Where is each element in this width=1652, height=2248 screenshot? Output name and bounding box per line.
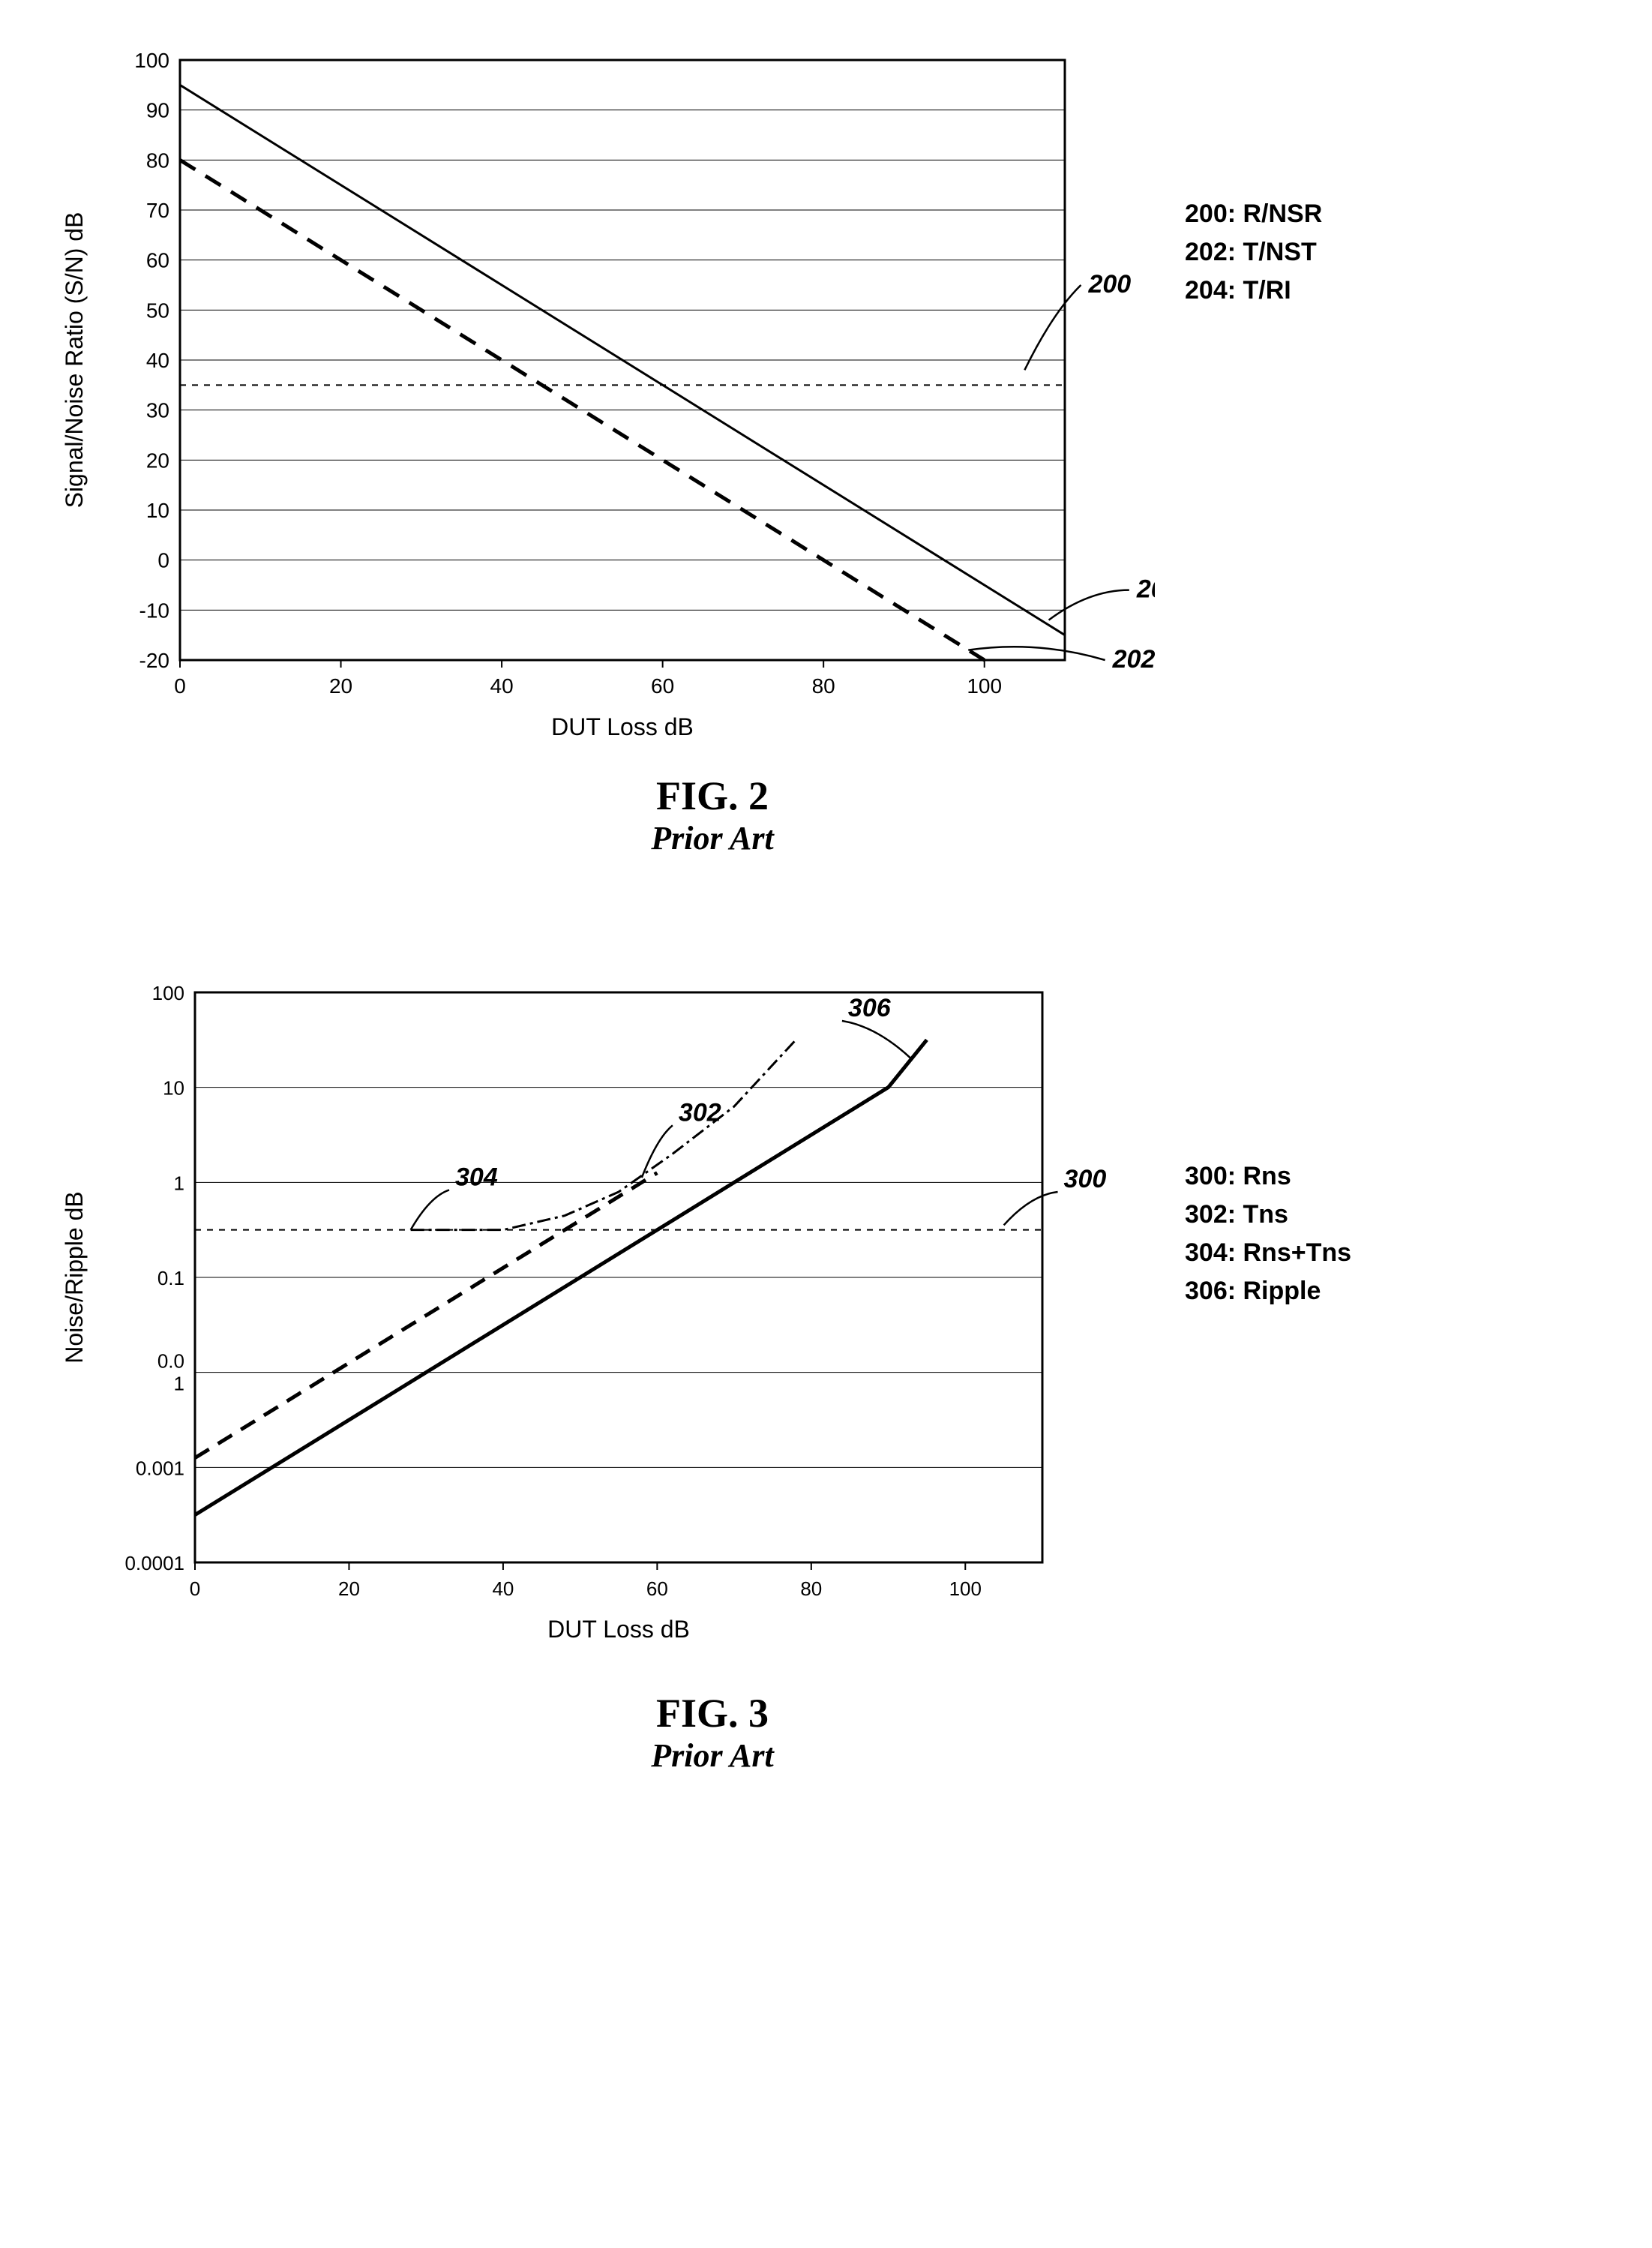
fig3-legend-302: 302: Tns	[1185, 1196, 1351, 1234]
svg-text:100: 100	[152, 982, 184, 1004]
svg-text:30: 30	[146, 399, 169, 422]
svg-text:306: 306	[848, 994, 892, 1022]
svg-text:302: 302	[679, 1098, 721, 1127]
svg-text:DUT Loss dB: DUT Loss dB	[547, 1616, 690, 1643]
svg-text:DUT Loss dB: DUT Loss dB	[551, 713, 694, 740]
figure-3: 0.00010.0010.010.1110100020406080100DUT …	[30, 962, 1622, 1775]
fig2-legend: 200: R/NSR 202: T/NST 204: T/RI	[1155, 30, 1322, 310]
svg-text:Noise/Ripple dB: Noise/Ripple dB	[61, 1191, 88, 1363]
figure-2: -20 -10 0 10 20 30 40 50 60 70 80 90 100 0 20 40 60 80 100…	[30, 30, 1622, 857]
fig3-subtitle: Prior Art	[270, 1736, 1155, 1775]
svg-text:60: 60	[651, 674, 674, 698]
fig3-legend-304: 304: Rns+Tns	[1185, 1234, 1351, 1272]
fig3-legend-300: 300: Rns	[1185, 1157, 1351, 1196]
fig2-legend-202: 202: T/NST	[1185, 233, 1322, 272]
svg-text:0.0001: 0.0001	[124, 1552, 184, 1574]
svg-text:202: 202	[1112, 645, 1155, 674]
svg-text:10: 10	[163, 1077, 184, 1100]
svg-text:50: 50	[146, 299, 169, 322]
svg-text:204: 204	[1136, 575, 1155, 604]
svg-text:300: 300	[1064, 1165, 1107, 1193]
svg-text:40: 40	[146, 349, 169, 372]
svg-text:20: 20	[146, 449, 169, 472]
svg-text:Signal/Noise Ratio (S/N) dB: Signal/Noise Ratio (S/N) dB	[61, 212, 88, 509]
svg-text:0: 0	[157, 549, 169, 572]
svg-text:80: 80	[812, 674, 835, 698]
svg-text:200: 200	[1087, 270, 1131, 299]
svg-text:-10: -10	[139, 599, 169, 622]
svg-text:60: 60	[146, 249, 169, 272]
fig3-chart-column: 0.00010.0010.010.1110100020406080100DUT …	[30, 962, 1155, 1775]
svg-text:80: 80	[800, 1577, 822, 1600]
svg-text:100: 100	[967, 674, 1002, 698]
svg-text:0: 0	[190, 1577, 200, 1600]
fig2-chart-column: -20 -10 0 10 20 30 40 50 60 70 80 90 100 0 20 40 60 80 100…	[30, 30, 1155, 857]
fig2-legend-200: 200: R/NSR	[1185, 195, 1322, 233]
fig3-chart: 0.00010.0010.010.1110100020406080100DUT …	[30, 962, 1155, 1682]
svg-text:0.1: 0.1	[157, 1267, 184, 1289]
svg-text:304: 304	[455, 1163, 498, 1191]
svg-text:20: 20	[329, 674, 352, 698]
fig2-title: FIG. 2	[270, 773, 1155, 819]
svg-text:70: 70	[146, 199, 169, 222]
svg-text:0: 0	[174, 674, 186, 698]
svg-text:20: 20	[338, 1577, 360, 1600]
fig3-title: FIG. 3	[270, 1690, 1155, 1736]
svg-text:80: 80	[146, 149, 169, 172]
fig2-legend-204: 204: T/RI	[1185, 272, 1322, 310]
svg-text:-20: -20	[139, 649, 169, 672]
svg-text:10: 10	[146, 499, 169, 522]
svg-text:0.001: 0.001	[136, 1457, 184, 1479]
fig3-legend-306: 306: Ripple	[1185, 1272, 1351, 1310]
svg-text:1: 1	[174, 1373, 184, 1395]
svg-text:40: 40	[492, 1577, 514, 1600]
svg-text:0.0: 0.0	[157, 1350, 184, 1373]
fig3-caption: FIG. 3 Prior Art	[30, 1690, 1155, 1775]
svg-text:40: 40	[490, 674, 514, 698]
svg-text:100: 100	[134, 49, 169, 72]
fig2-chart: -20 -10 0 10 20 30 40 50 60 70 80 90 100 0 20 40 60 80 100…	[30, 30, 1155, 765]
fig2-subtitle: Prior Art	[270, 819, 1155, 857]
svg-text:90: 90	[146, 99, 169, 122]
fig2-caption: FIG. 2 Prior Art	[30, 773, 1155, 857]
svg-text:60: 60	[646, 1577, 668, 1600]
fig3-legend: 300: Rns 302: Tns 304: Rns+Tns 306: Ripp…	[1155, 962, 1351, 1310]
svg-text:1: 1	[174, 1172, 184, 1194]
svg-text:100: 100	[949, 1577, 982, 1600]
